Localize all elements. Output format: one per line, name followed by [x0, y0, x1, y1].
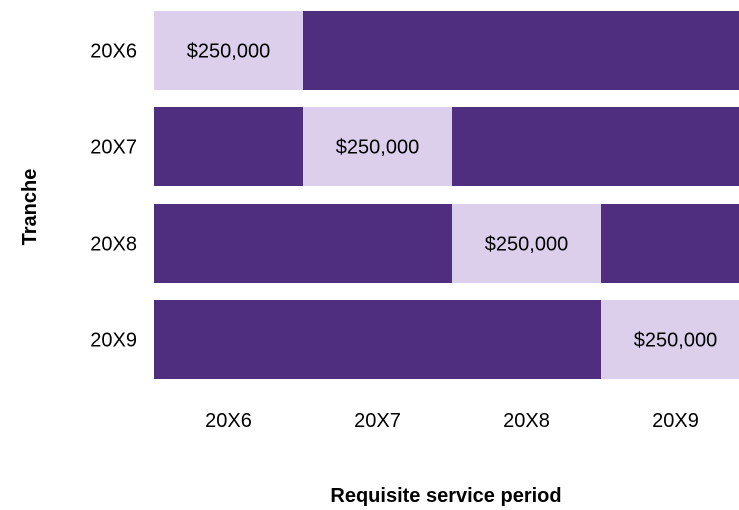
- bar-segment-20X7-20X9: [601, 107, 739, 186]
- bar-segment-20X6-20X7: [303, 11, 453, 90]
- bar-segment-20X8-20X6: [154, 204, 304, 283]
- tranche-row-20X9: $250,000: [154, 300, 739, 379]
- bar-segment-20X8-20X7: [303, 204, 453, 283]
- bars-layer: $250,000 $250,000 $250,000 $250,000: [154, 11, 739, 379]
- x-tick-label-20X8: 20X8: [503, 410, 550, 432]
- tranche-row-20X7: $250,000: [154, 107, 739, 186]
- bar-segment-20X7-20X6: [154, 107, 304, 186]
- x-axis-title: Requisite service period: [330, 485, 561, 507]
- y-tick-labels: 20X6 20X7 20X8 20X9: [90, 41, 137, 352]
- bar-value-label-20X7: $250,000: [336, 137, 419, 159]
- x-tick-labels: 20X6 20X7 20X8 20X9: [205, 410, 699, 432]
- bar-segment-20X7-20X8: [452, 107, 602, 186]
- tranche-row-20X8: $250,000: [154, 204, 739, 283]
- bar-segment-20X7-20X7-active: [303, 107, 453, 186]
- bar-value-label-20X9: $250,000: [634, 330, 717, 352]
- bar-segment-20X8-20X9: [601, 204, 739, 283]
- y-axis-title: Tranche: [19, 169, 41, 246]
- bar-value-label-20X8: $250,000: [485, 234, 568, 256]
- bar-segment-20X9-20X7: [303, 300, 453, 379]
- y-tick-label-20X9: 20X9: [90, 330, 137, 352]
- bar-segment-20X9-20X9-active: [601, 300, 739, 379]
- bar-segment-20X6-20X9: [601, 11, 739, 90]
- bar-segment-20X6-20X8: [452, 11, 602, 90]
- bar-segment-20X9-20X6: [154, 300, 304, 379]
- bar-segment-20X9-20X8: [452, 300, 602, 379]
- bar-value-label-20X6: $250,000: [187, 41, 270, 63]
- x-tick-label-20X9: 20X9: [652, 410, 699, 432]
- y-tick-label-20X6: 20X6: [90, 41, 137, 63]
- y-tick-label-20X7: 20X7: [90, 137, 137, 159]
- x-tick-label-20X7: 20X7: [354, 410, 401, 432]
- tranche-row-20X6: $250,000: [154, 11, 739, 90]
- y-tick-label-20X8: 20X8: [90, 234, 137, 256]
- bar-segment-20X6-20X6-active: [154, 11, 304, 90]
- bar-segment-20X8-20X8-active: [452, 204, 602, 283]
- x-tick-label-20X6: 20X6: [205, 410, 252, 432]
